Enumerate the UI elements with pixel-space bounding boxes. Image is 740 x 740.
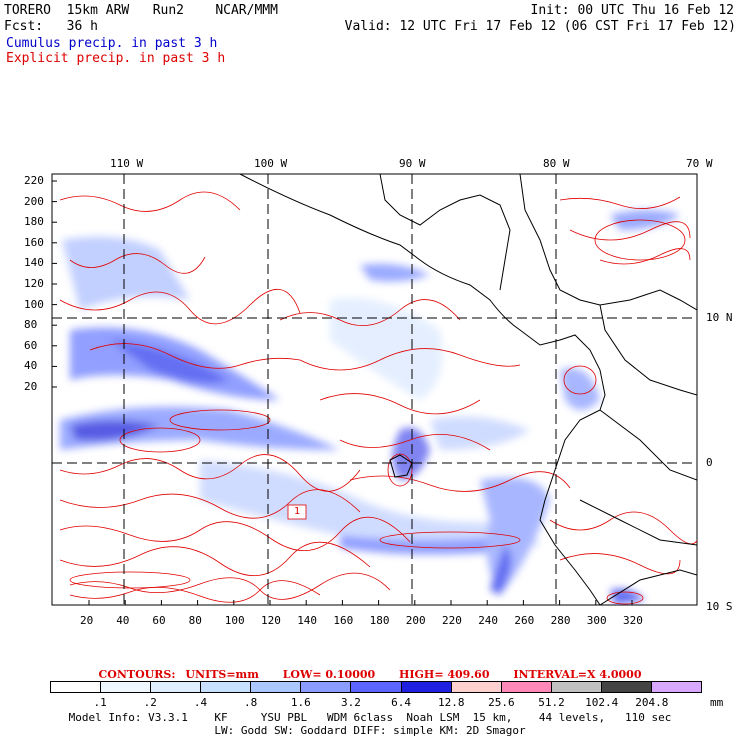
colorbar-cell xyxy=(351,682,402,692)
y-tick-label: 80 xyxy=(24,318,38,332)
lon-label-70w: 70 W xyxy=(686,157,713,170)
y-tick-label: 200 xyxy=(24,194,44,208)
forecast-hour: Fcst: 36 h xyxy=(4,19,98,34)
colorbar-label: 204.8 xyxy=(635,696,669,709)
colorbar-cell xyxy=(51,682,102,692)
contour-info: CONTOURS: UNITS=mm LOW= 0.10000 HIGH= 409… xyxy=(0,668,740,681)
x-tick-label: 60 xyxy=(152,614,166,627)
contour-interval: INTERVAL=X 4.0000 xyxy=(513,668,642,681)
colorbar-label: 51.2 xyxy=(538,696,565,709)
y-tick-label: 60 xyxy=(24,338,38,352)
x-tick-label: 180 xyxy=(369,614,390,627)
colorbar xyxy=(50,681,702,693)
colorbar-cell xyxy=(601,682,652,692)
box-label: 1 xyxy=(294,506,301,517)
x-tick-label: 220 xyxy=(442,614,462,627)
lon-label-90w: 90 W xyxy=(399,157,426,170)
contour-high: HIGH= 409.60 xyxy=(399,668,490,681)
lon-label-110w: 110 W xyxy=(110,157,144,170)
lon-label-100w: 100 W xyxy=(254,157,288,170)
colorbar-label: 25.6 xyxy=(488,696,515,709)
x-tick-label: 40 xyxy=(116,614,130,627)
y-tick-label: 180 xyxy=(24,215,44,229)
cumulus-precip-shading xyxy=(60,210,680,605)
colorbar-cell xyxy=(501,682,552,692)
colorbar-cell xyxy=(251,682,302,692)
colorbar-label: .2 xyxy=(143,696,157,709)
lat-label-10s: 10 S xyxy=(706,600,733,613)
init-time: Init: 00 UTC Thu 16 Feb 12 xyxy=(530,3,735,18)
colorbar-label: 12.8 xyxy=(437,696,465,709)
model-info: Model Info: V3.3.1 KF YSU PBL WDM 6class… xyxy=(68,711,672,724)
valid-time: Valid: 12 UTC Fri 17 Feb 12 (06 CST Fri … xyxy=(344,19,736,34)
y-tick-label: 120 xyxy=(24,277,44,290)
colorbar-label: .1 xyxy=(93,696,107,709)
x-tick-label: 260 xyxy=(514,614,535,627)
explicit-precip-contours xyxy=(59,191,697,605)
colorbar-cell xyxy=(301,682,352,692)
contour-units: UNITS=mm xyxy=(185,668,259,681)
x-tick-label: 120 xyxy=(261,614,281,627)
lat-label-0: 0 xyxy=(706,456,713,469)
colorbar-label: 102.4 xyxy=(585,696,619,709)
y-tick-label: 100 xyxy=(24,297,44,311)
lon-label-80w: 80 W xyxy=(543,157,570,170)
colorbar-cell xyxy=(451,682,502,692)
colorbar-cell xyxy=(401,682,452,692)
latlon-grid xyxy=(52,174,697,605)
colorbar-cell xyxy=(101,682,152,692)
label-box xyxy=(287,504,307,520)
contour-low: LOW= 0.10000 xyxy=(282,668,376,681)
y-tick-label: 160 xyxy=(24,235,44,249)
x-tick-label: 200 xyxy=(405,614,426,627)
explicit-label: Explicit precip. in past 3 h xyxy=(6,51,226,66)
x-tick-label: 300 xyxy=(586,614,607,627)
y-tick-label: 140 xyxy=(24,256,44,270)
colorbar-label: .8 xyxy=(243,696,258,709)
x-tick-label: 100 xyxy=(224,614,245,627)
x-tick-label: 160 xyxy=(333,614,354,627)
colorbar-label: 6.4 xyxy=(391,696,411,709)
y-tick-label: 20 xyxy=(24,380,38,393)
model-title: TORERO 15km ARW Run2 NCAR/MMM xyxy=(4,3,278,18)
colorbar-cell xyxy=(201,682,252,692)
x-tick-label: 80 xyxy=(188,614,202,627)
x-tick-label: 320 xyxy=(623,614,643,627)
cumulus-label: Cumulus precip. in past 3 h xyxy=(6,36,218,51)
x-tick-label: 240 xyxy=(478,614,499,627)
colorbar-cell xyxy=(651,682,702,692)
physics-info: LW: Godd SW: Goddard DIFF: simple KM: 2D… xyxy=(214,724,526,737)
contour-label: CONTOURS: xyxy=(98,668,176,681)
lat-label-10n: 10 N xyxy=(706,311,733,324)
colorbar-cell xyxy=(551,682,602,692)
x-tick-label: 280 xyxy=(550,614,571,627)
x-tick-label: 20 xyxy=(80,614,94,627)
y-tick-label: 40 xyxy=(24,359,38,373)
coastlines xyxy=(239,174,697,605)
x-tick-label: 140 xyxy=(297,614,318,627)
colorbar-label: .4 xyxy=(193,696,208,709)
colorbar-label: 3.2 xyxy=(340,696,361,709)
colorbar-unit: mm xyxy=(710,696,724,709)
colorbar-cell xyxy=(151,682,202,692)
colorbar-label: 1.6 xyxy=(290,696,311,709)
y-tick-label: 220 xyxy=(24,174,44,187)
